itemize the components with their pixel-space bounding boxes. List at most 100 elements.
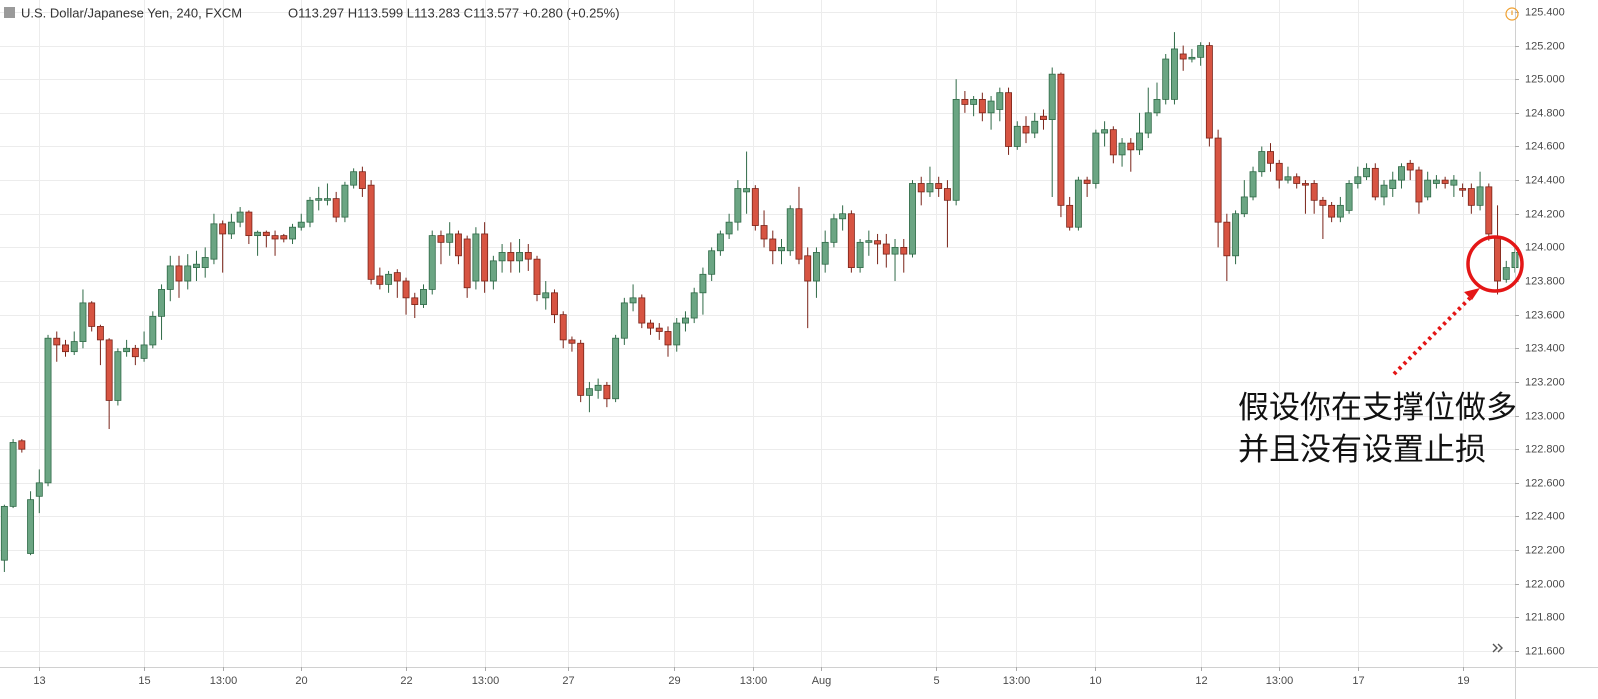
candle-body xyxy=(585,388,593,396)
candle-body xyxy=(524,252,532,260)
candle-body xyxy=(201,257,209,268)
candle-body xyxy=(297,221,305,228)
candle-body xyxy=(131,347,139,358)
candle-body xyxy=(795,208,803,260)
candle-body xyxy=(891,246,899,255)
candle-body xyxy=(559,314,567,341)
x-tick-label: 13:00 xyxy=(210,675,238,687)
candle-body xyxy=(830,218,838,243)
y-tick-label: 124.400 xyxy=(1525,174,1565,186)
ohlc-header: O113.297 H113.599 L113.283 C113.577 +0.2… xyxy=(288,5,620,20)
candle-body xyxy=(271,235,279,240)
candle-body xyxy=(516,252,524,262)
candle-body xyxy=(166,265,174,290)
candle-body xyxy=(454,233,462,257)
candle-body xyxy=(489,260,497,282)
candle-body xyxy=(1214,137,1222,223)
candle-body xyxy=(446,233,454,243)
candle-body xyxy=(210,223,218,260)
candle-body xyxy=(1293,176,1301,184)
candle-body xyxy=(18,440,26,450)
candle-body xyxy=(1389,179,1397,189)
candle-body xyxy=(778,246,785,252)
candle-body xyxy=(1188,56,1196,60)
candle-body xyxy=(463,238,471,289)
candle-body xyxy=(158,289,165,317)
candle-body xyxy=(996,92,1004,110)
x-tick-label: 27 xyxy=(562,675,574,687)
candle-body xyxy=(882,243,890,255)
candle-body xyxy=(62,344,69,353)
candle-body xyxy=(673,322,681,346)
candle-body xyxy=(865,240,873,243)
candle-body xyxy=(952,98,960,201)
candle-body xyxy=(27,499,35,554)
candle-body xyxy=(323,198,331,201)
candle-body xyxy=(1354,176,1362,184)
candle-body xyxy=(437,235,445,243)
candle-body xyxy=(716,233,724,252)
candle-body xyxy=(987,100,995,114)
candle-body xyxy=(533,258,541,295)
y-tick-label: 123.200 xyxy=(1525,376,1565,388)
axes: 121.600 121.800 122.000 122.200 122.400 122.6… xyxy=(33,6,1564,687)
candle-body xyxy=(123,347,131,353)
candle-body xyxy=(760,225,768,240)
y-tick-label: 124.800 xyxy=(1525,107,1565,119)
annotation-line: 假设你在支撑位做多 xyxy=(1238,390,1517,426)
candle-body xyxy=(385,273,393,285)
candle-body xyxy=(1467,188,1475,206)
candle-body xyxy=(88,302,96,327)
symbol-icon[interactable] xyxy=(4,7,15,18)
scroll-button[interactable] xyxy=(1492,643,1503,653)
candle-body xyxy=(376,275,384,285)
candle-body xyxy=(594,384,602,391)
candles xyxy=(0,32,1519,572)
candle-body xyxy=(1057,73,1065,206)
candle-body xyxy=(1485,186,1493,235)
candle-body xyxy=(1205,45,1213,139)
candle-body xyxy=(262,231,270,237)
candle-body xyxy=(708,250,716,275)
candle-body xyxy=(978,98,986,114)
candle-body xyxy=(393,272,401,282)
y-tick-label: 124.000 xyxy=(1525,241,1565,253)
candle-body xyxy=(1432,179,1440,184)
candle-body xyxy=(1494,236,1501,282)
x-tick-label: Aug xyxy=(812,675,832,687)
candle-body xyxy=(1127,142,1135,151)
candle-body xyxy=(358,171,366,189)
candle-body xyxy=(149,315,157,346)
candle-body xyxy=(603,384,611,400)
candle-body xyxy=(1424,179,1432,198)
candle-body xyxy=(1240,196,1248,215)
candle-body xyxy=(105,339,113,401)
candle-body xyxy=(699,273,707,294)
candle-body xyxy=(1249,171,1257,198)
y-tick-label: 122.000 xyxy=(1525,578,1565,590)
candle-body xyxy=(568,339,576,344)
candle-body xyxy=(1101,129,1109,134)
y-tick-label: 123.400 xyxy=(1525,342,1565,354)
candle-body xyxy=(804,255,812,282)
candle-body xyxy=(332,198,340,218)
candle-body xyxy=(114,351,122,401)
candle-body xyxy=(725,221,733,235)
grid xyxy=(0,0,1515,667)
candle-body xyxy=(1502,267,1510,280)
candle-body xyxy=(507,252,515,262)
candle-body xyxy=(900,246,908,255)
candle-body xyxy=(1074,179,1082,228)
candle-body xyxy=(1406,162,1414,171)
candle-body xyxy=(219,223,227,235)
candle-body xyxy=(175,265,183,282)
x-tick-label: 20 xyxy=(295,675,307,687)
candle-body xyxy=(1153,98,1161,114)
candle-body xyxy=(472,233,480,282)
candle-body xyxy=(690,292,698,319)
candle-body xyxy=(1345,183,1353,211)
candle-body xyxy=(367,184,375,280)
candle-body xyxy=(315,198,323,201)
warning-icon[interactable] xyxy=(1505,7,1519,21)
candle-body xyxy=(1450,179,1458,186)
